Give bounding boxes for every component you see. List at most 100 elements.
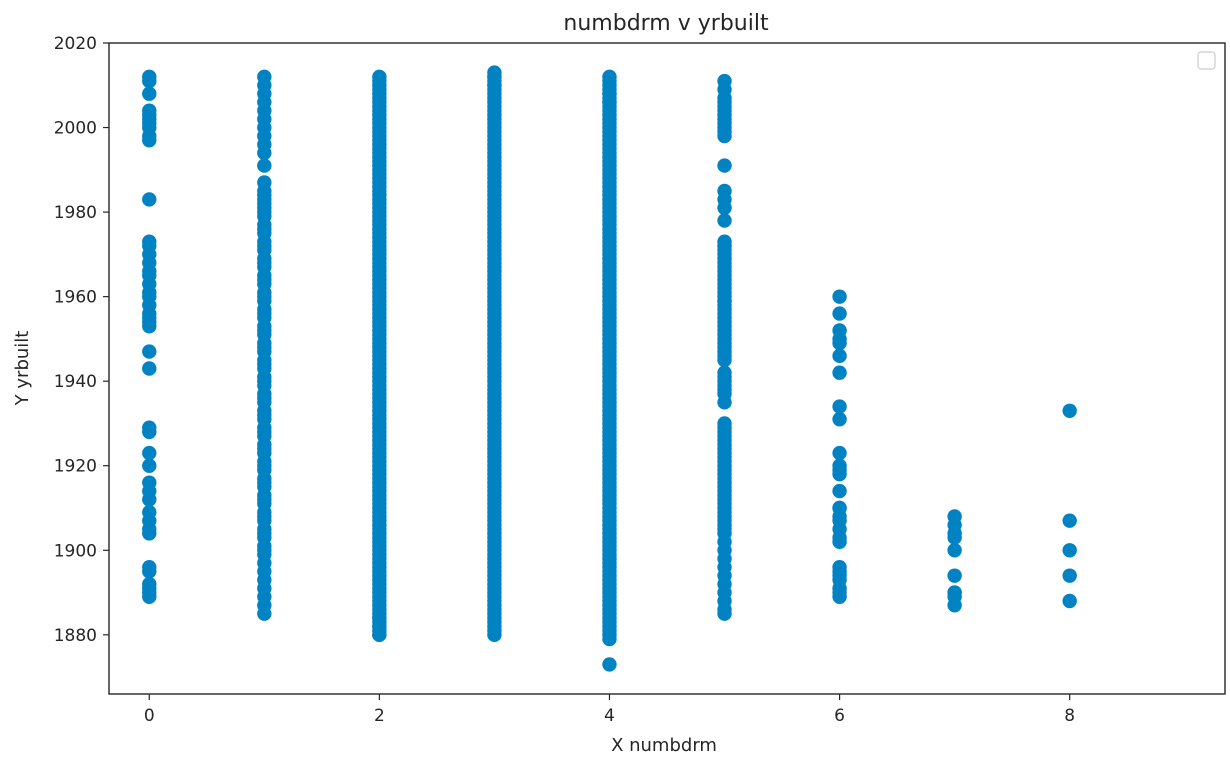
data-point [257,458,272,473]
data-point [372,610,387,626]
y-axis-ticks: 1880 1900 1920 1940 1960 1980 2000 2020 [54,34,109,646]
data-point [142,133,157,148]
data-point [947,585,962,600]
data-point [717,606,732,621]
data-point [832,348,847,364]
data-point [717,521,732,537]
x-axis-label: X numbdrm [611,735,717,756]
data-point [142,424,157,440]
data-point [257,373,272,389]
data-point [717,293,732,309]
data-point [832,365,847,380]
x-tick-label: 0 [144,706,155,726]
data-point [257,543,272,558]
data-point [1062,593,1077,609]
data-point [142,344,157,359]
data-points [142,65,1077,672]
data-point [257,238,272,254]
x-tick-label: 4 [604,706,615,726]
data-point [257,221,272,237]
data-point [257,323,272,338]
data-point [257,340,272,355]
data-point [142,445,157,461]
data-point [947,598,962,613]
y-tick-label: 1980 [54,203,97,223]
data-point [142,564,157,579]
data-point [142,526,157,541]
data-point [717,94,732,110]
x-tick-label: 6 [834,706,845,726]
data-point [257,475,272,490]
data-point [257,492,272,507]
data-point [717,158,732,173]
y-tick-label: 2000 [54,119,97,139]
data-point [602,623,617,638]
y-tick-label: 2020 [54,34,97,54]
data-point [487,619,502,634]
y-tick-label: 1880 [54,626,97,646]
data-point [717,116,732,131]
data-point [257,526,272,541]
data-point [257,272,272,287]
y-tick-label: 1960 [54,288,97,308]
data-point [947,530,962,545]
data-point [832,500,847,516]
data-point [832,483,847,499]
y-tick-label: 1940 [54,372,97,392]
data-point [142,492,157,507]
data-point [142,361,157,376]
data-point [142,192,157,207]
data-point [257,390,272,406]
data-point [1062,568,1077,583]
data-point [487,78,502,93]
data-point [257,204,272,220]
data-point [257,255,272,271]
data-point [717,200,732,216]
data-point [832,445,847,461]
data-point [257,606,272,621]
data-point [1062,543,1077,558]
data-point [142,458,157,473]
data-point [717,348,732,364]
data-point [257,306,272,321]
data-point [257,509,272,524]
x-tick-label: 2 [374,706,385,726]
data-point [142,86,157,101]
data-point [832,399,847,414]
plot-area-frame [108,42,1226,695]
y-tick-label: 1920 [54,457,97,477]
data-point [1062,513,1077,528]
data-point [257,407,272,423]
data-point [602,657,617,672]
data-point [257,289,272,304]
data-point [717,238,732,254]
data-point [947,543,962,558]
data-point [257,357,272,372]
data-point [142,319,157,334]
y-axis-label: Y yrbuilt [12,331,33,407]
chart-title: numbdrm v yrbuilt [563,11,769,36]
data-point [257,158,272,173]
data-point [142,73,157,89]
data-point [257,145,272,161]
data-point [832,589,847,604]
data-point [142,589,157,604]
data-point [1062,403,1077,418]
data-point [257,441,272,457]
data-point [257,424,272,440]
data-point [717,213,732,228]
legend-box [1197,51,1216,70]
data-point [717,386,732,402]
data-point [832,335,847,351]
data-point [602,94,617,110]
data-point [832,462,847,478]
x-axis-ticks: 0 2 4 6 8 [144,694,1075,726]
x-tick-label: 8 [1064,706,1075,726]
data-point [832,289,847,304]
data-point [832,534,847,550]
y-tick-label: 1900 [54,541,97,561]
data-point [947,568,962,583]
data-point [832,412,847,427]
